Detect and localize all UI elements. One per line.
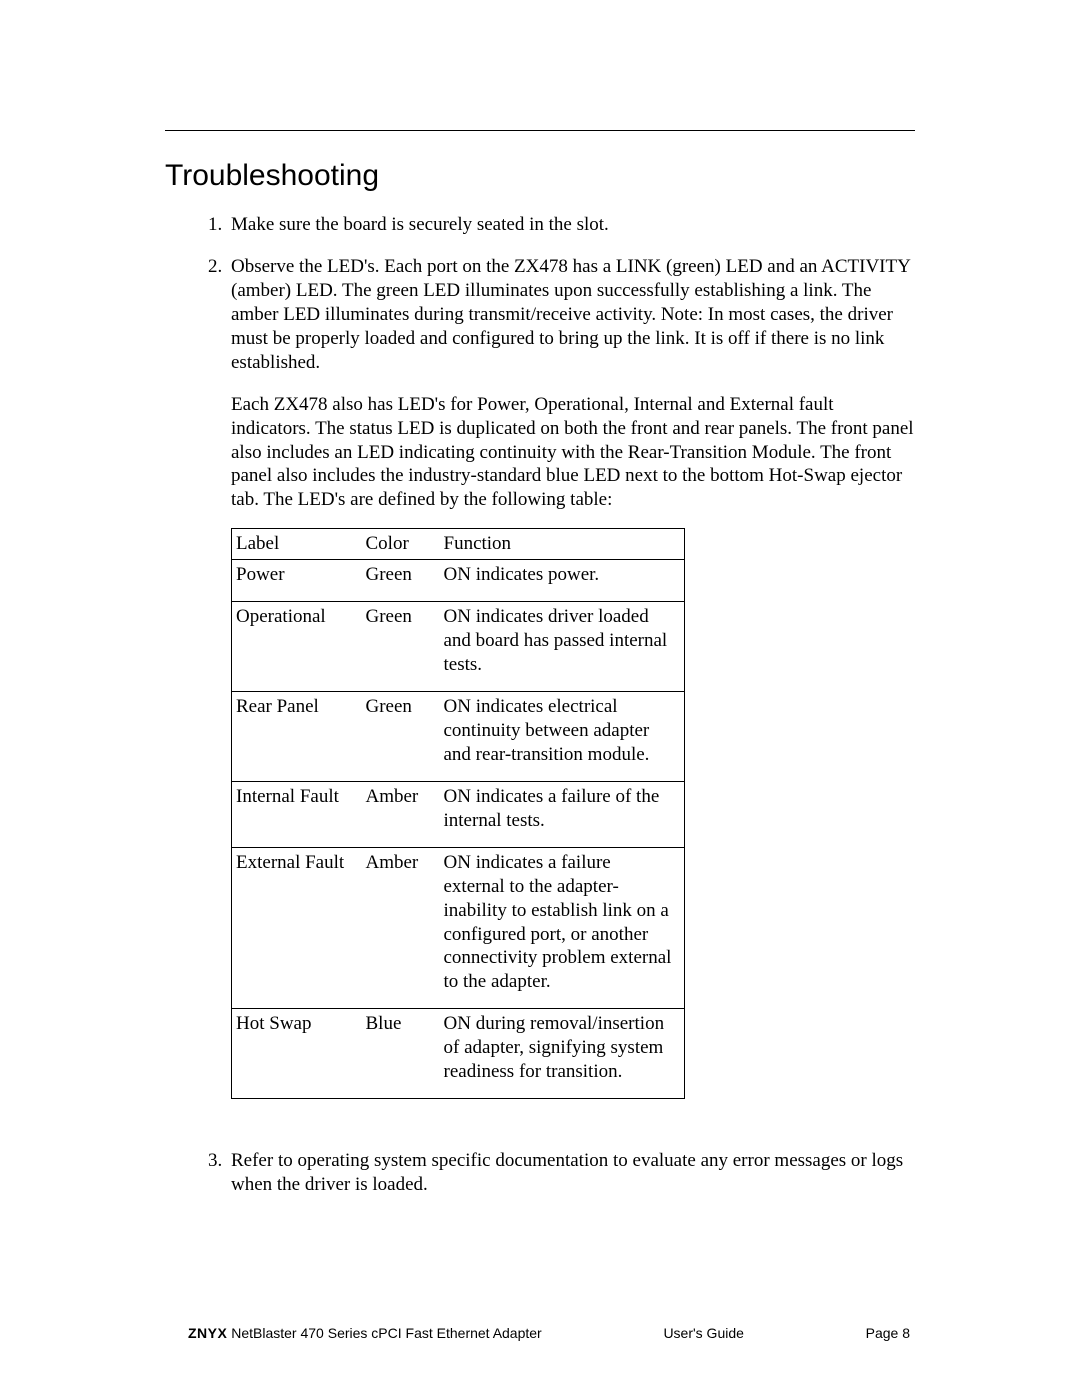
col-header-label: Label [232,529,362,560]
step-2: Observe the LED's. Each port on the ZX47… [227,255,915,1099]
document-page: Troubleshooting Make sure the board is s… [0,0,1080,1397]
cell-color: Blue [362,1009,440,1099]
table-row: Hot Swap Blue ON during removal/insertio… [232,1009,685,1099]
step-2-para-1: Observe the LED's. Each port on the ZX47… [231,255,915,375]
led-table: Label Color Function Power Green ON indi… [231,528,685,1099]
table-row: Operational Green ON indicates driver lo… [232,602,685,692]
table-row: Internal Fault Amber ON indicates a fail… [232,781,685,847]
footer-brand: ZNYX [188,1325,227,1341]
cell-color: Green [362,560,440,602]
table-row: External Fault Amber ON indicates a fail… [232,847,685,1009]
top-rule [165,130,915,131]
cell-label: External Fault [232,847,362,1009]
col-header-function: Function [440,529,685,560]
footer-center: User's Guide [663,1325,743,1341]
table-row: Power Green ON indicates power. [232,560,685,602]
cell-color: Green [362,602,440,692]
footer-right: Page 8 [866,1325,910,1341]
step-3: Refer to operating system specific docum… [227,1149,915,1197]
footer-product: NetBlaster 470 Series cPCI Fast Ethernet… [227,1325,541,1341]
cell-function: ON indicates driver loaded and board has… [440,602,685,692]
step-1-text: Make sure the board is securely seated i… [231,214,609,235]
cell-color: Green [362,692,440,782]
cell-function: ON during removal/insertion of adapter, … [440,1009,685,1099]
cell-color: Amber [362,847,440,1009]
cell-label: Power [232,560,362,602]
footer-left: ZNYX NetBlaster 470 Series cPCI Fast Eth… [188,1325,542,1341]
cell-color: Amber [362,781,440,847]
cell-label: Hot Swap [232,1009,362,1099]
table-header-row: Label Color Function [232,529,685,560]
section-title: Troubleshooting [165,159,915,193]
page-footer: ZNYX NetBlaster 470 Series cPCI Fast Eth… [188,1325,910,1341]
step-3-text: Refer to operating system specific docum… [231,1150,903,1195]
cell-function: ON indicates power. [440,560,685,602]
col-header-color: Color [362,529,440,560]
cell-label: Operational [232,602,362,692]
cell-function: ON indicates a failure external to the a… [440,847,685,1009]
cell-function: ON indicates a failure of the internal t… [440,781,685,847]
troubleshooting-steps: Make sure the board is securely seated i… [165,213,915,1197]
cell-label: Internal Fault [232,781,362,847]
table-row: Rear Panel Green ON indicates electrical… [232,692,685,782]
cell-label: Rear Panel [232,692,362,782]
step-2-para-2: Each ZX478 also has LED's for Power, Ope… [231,393,915,513]
cell-function: ON indicates electrical continuity betwe… [440,692,685,782]
step-1: Make sure the board is securely seated i… [227,213,915,237]
